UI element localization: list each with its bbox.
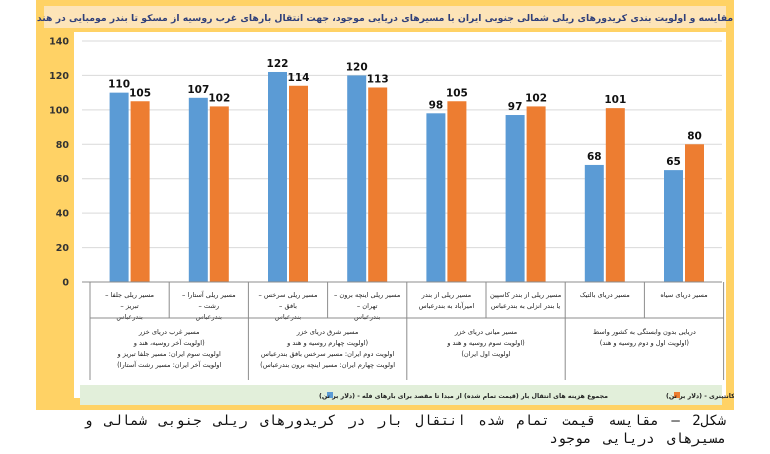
bar [347,75,367,282]
chart-title: مقایسه و اولویت بندی کریدورهای ریلی شمال… [37,13,734,24]
title-band [44,6,726,28]
bar [109,92,129,283]
y-tick-label: 0 [62,278,69,289]
category-label: مسیر دریای بالتیک [580,291,630,299]
data-label: 114 [288,72,310,84]
legend-label: مجموع هزینه های انتقال بار (قیمت تمام شد… [319,393,608,400]
group-label: مسیر غرب دریای خزر (اولویت آخر روسیه، هند… [117,328,222,369]
legend [80,385,722,405]
data-label: 113 [367,73,389,85]
data-label: 98 [429,99,444,111]
y-tick-label: 40 [56,209,70,220]
y-tick-label: 100 [49,105,69,116]
y-tick-label: 60 [56,174,70,185]
group-label: مسیر شرق دریای خزر (اولویت چهارم روسیه و … [260,328,395,369]
bar [426,113,446,282]
group-label: مسیر میانی دریای خزر (اولویت سوم روسیه و … [446,328,525,358]
bar [289,85,308,282]
chart-frame: مقایسه و اولویت بندی کریدورهای ریلی شمال… [36,0,734,410]
y-tick-label: 20 [56,243,70,254]
bar [368,87,388,282]
data-label: 102 [525,92,547,104]
data-label: 80 [687,130,702,142]
y-tick-label: 80 [56,140,70,151]
data-label: 110 [108,79,130,91]
data-label: 101 [604,94,626,106]
bar [505,115,525,283]
bar [268,71,287,282]
bar [209,106,229,283]
bar [584,164,604,282]
legend-label: مجموع هزینه های انتقال بار (قیمت تمام شد… [666,393,734,400]
bar [664,170,683,282]
legend-swatch [327,392,333,398]
bar [526,106,546,283]
data-label: 65 [666,156,681,168]
bar [447,101,467,282]
legend-swatch [674,392,680,398]
data-label: 97 [508,101,523,113]
figure-caption: شکل2 – مقایسه قیمت تمام شده انتقال بار د… [83,413,726,447]
data-label: 120 [346,61,368,73]
data-label: 68 [587,151,602,163]
category-label: مسیر دریای سیاه [660,291,707,299]
category-label: مسیر ریلی جلفا – تبریز – بندرعباس [105,291,154,321]
data-label: 102 [208,92,230,104]
bar-chart: مقایسه و اولویت بندی کریدورهای ریلی شمال… [37,6,734,405]
bar [605,108,625,282]
bar [188,97,208,282]
category-label: مسیر ریلی سرخس – بافق – بندرعباس [259,291,318,321]
category-label: مسیر ریلی اینچه برون – تهران – بندرعباس [334,291,400,321]
data-label: 107 [187,84,209,96]
category-label: مسیر ریلی از بندر کاسپین یا بندر انزلی به… [490,291,561,310]
group-label: دریایی بدون وابستگی به کشور واسط (اولویت … [593,328,696,347]
category-label: مسیر ریلی آستارا – رشت – بندرعباس [182,290,236,321]
data-label: 105 [129,87,151,99]
data-label: 122 [267,58,289,70]
y-tick-label: 140 [49,37,69,48]
bar [685,144,704,282]
bar [130,101,150,282]
category-label: مسیر ریلی از بندر امیرآباد به بندرعباس [419,291,475,310]
data-label: 105 [446,87,468,99]
y-tick-label: 120 [49,71,69,82]
